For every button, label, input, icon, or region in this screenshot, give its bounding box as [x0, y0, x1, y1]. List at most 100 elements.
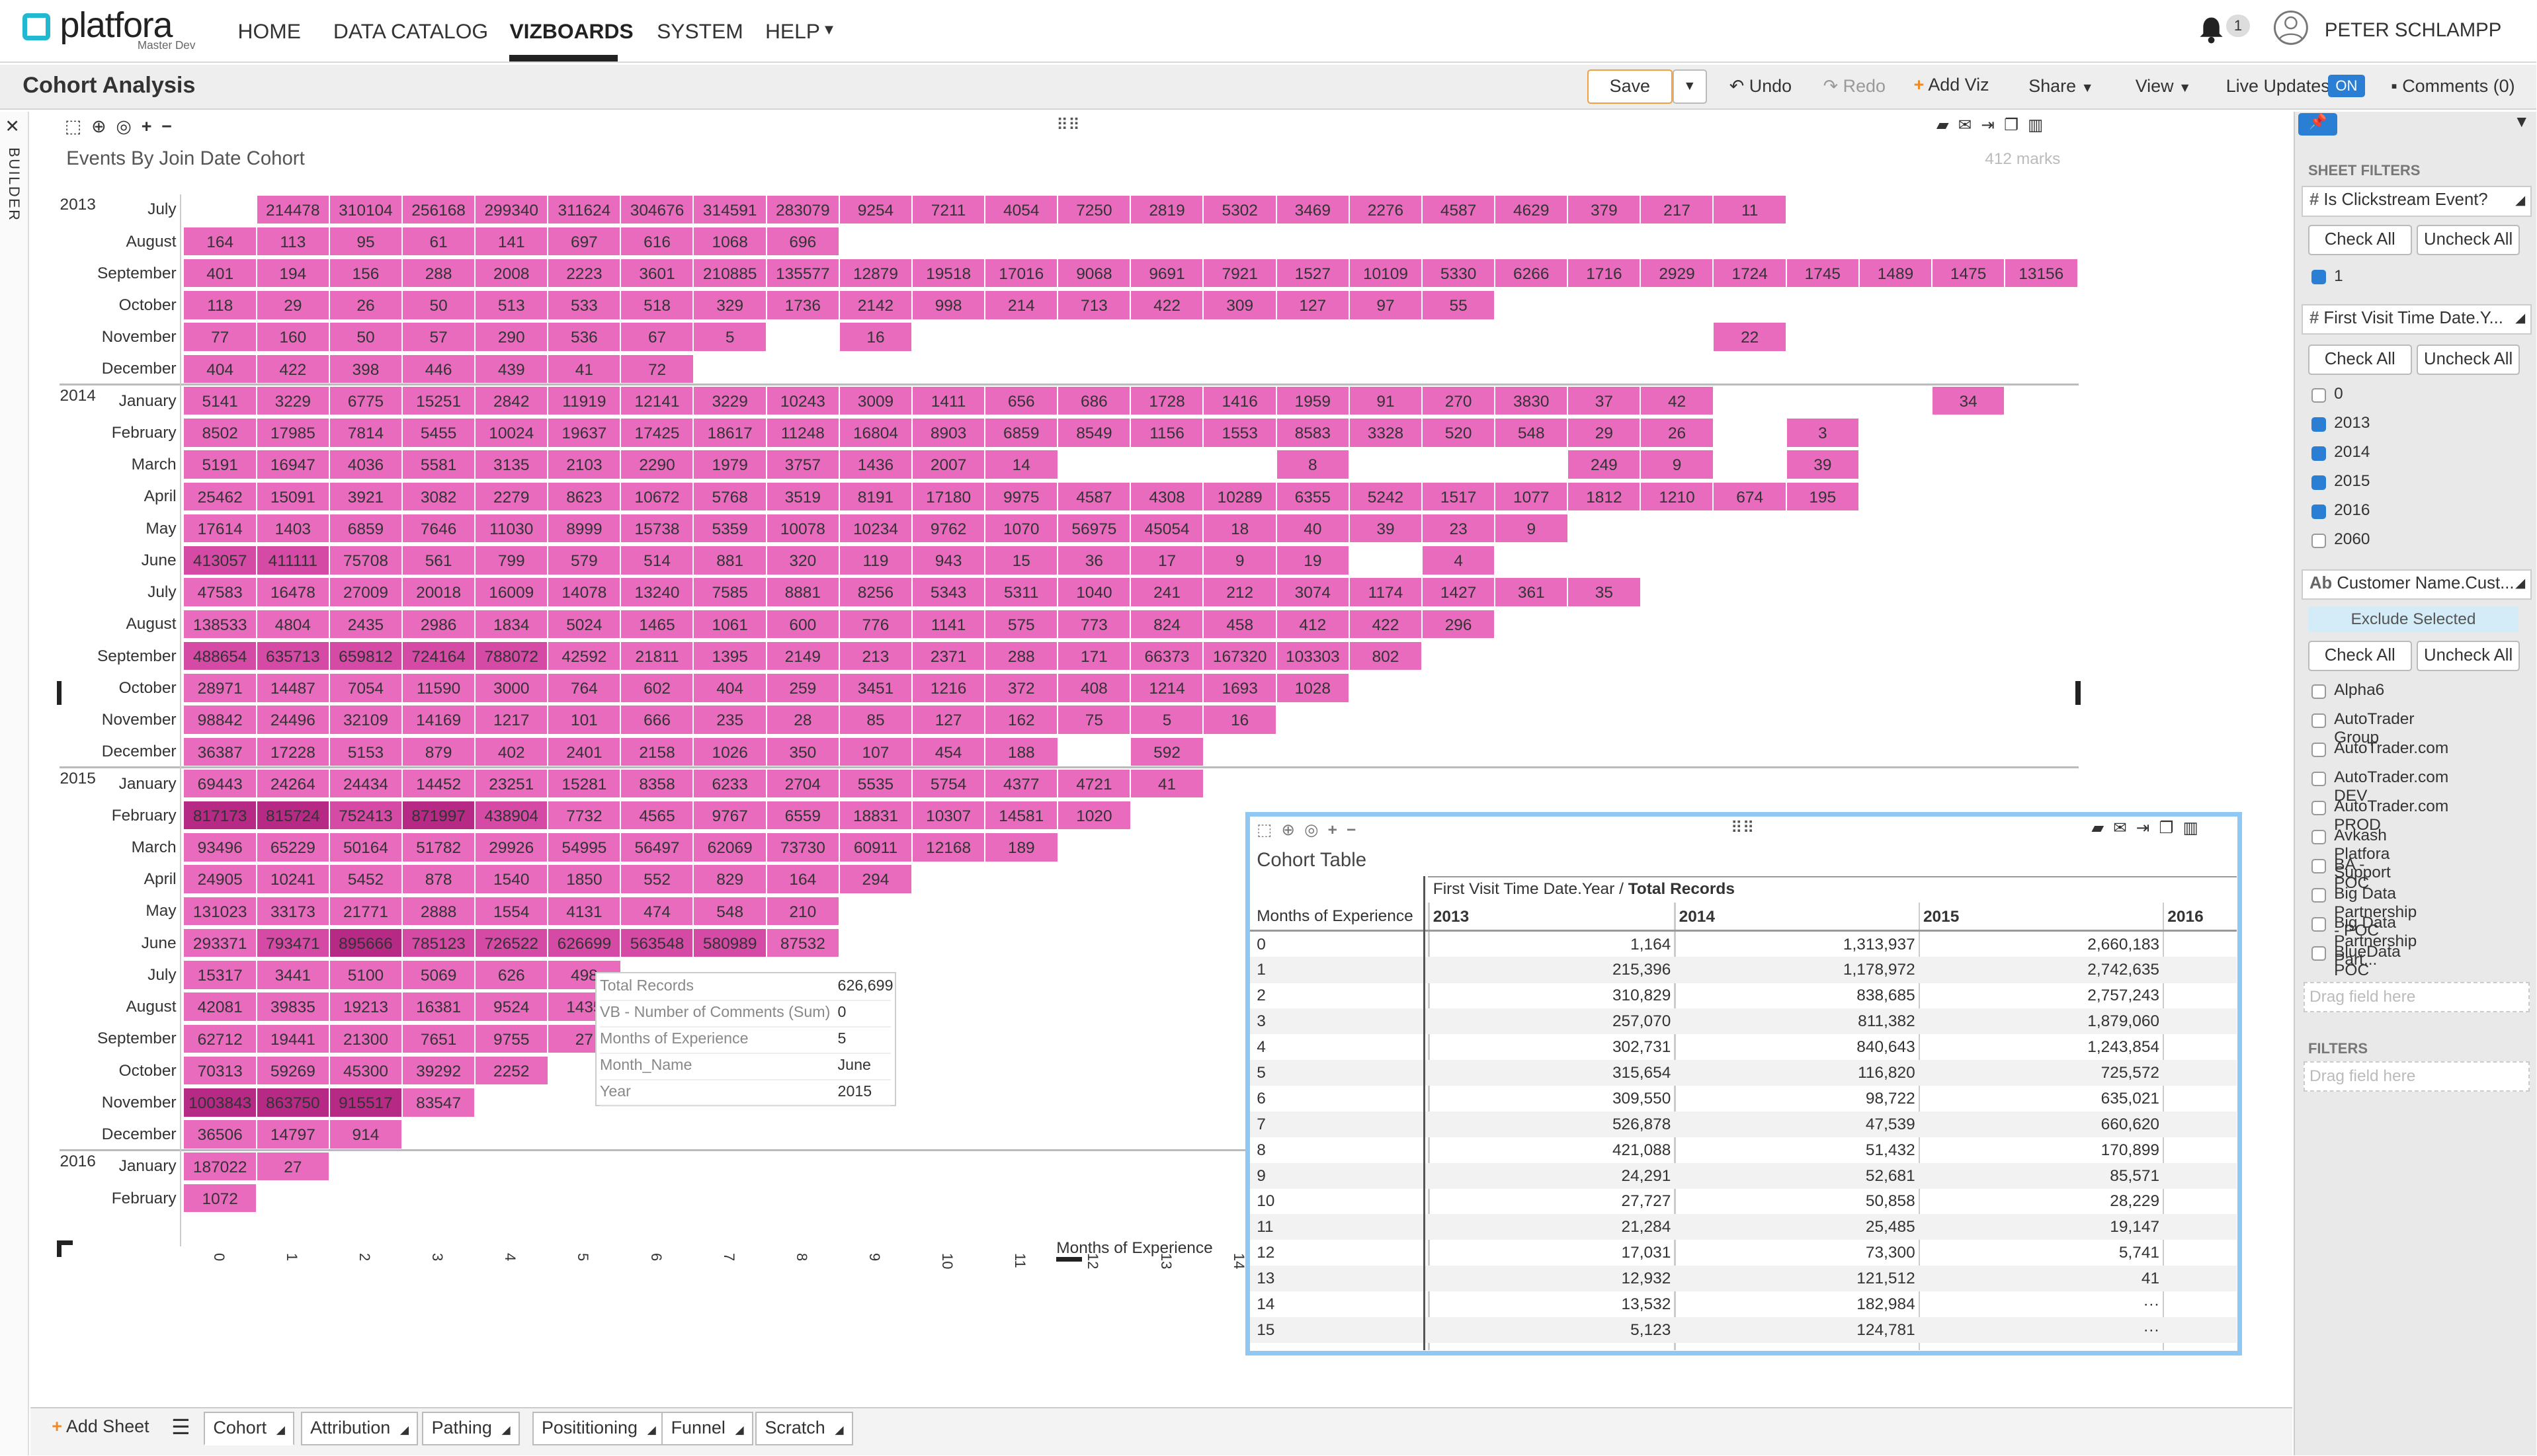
- heatmap-cell[interactable]: 1141: [911, 608, 986, 640]
- heatmap-cell[interactable]: 5191: [183, 449, 257, 480]
- heatmap-cell[interactable]: 8623: [547, 481, 622, 512]
- table-cell[interactable]: ···: [2143, 1320, 2160, 1339]
- heatmap-cell[interactable]: 548: [1493, 417, 1569, 448]
- heatmap-cell[interactable]: 2290: [620, 449, 694, 480]
- heatmap-cell[interactable]: 95: [328, 225, 403, 257]
- heatmap-cell[interactable]: 1070: [983, 512, 1059, 544]
- table-cell[interactable]: 2,660,183: [2087, 935, 2160, 953]
- heatmap-cell[interactable]: 17985: [255, 417, 331, 448]
- heatmap-cell[interactable]: 1489: [1858, 257, 1933, 289]
- tab-cohort[interactable]: Cohort ◢: [204, 1411, 295, 1446]
- heatmap-cell[interactable]: 9767: [692, 799, 767, 831]
- add-icon[interactable]: +: [141, 116, 152, 137]
- heatmap-cell[interactable]: 5452: [328, 864, 403, 895]
- heatmap-cell[interactable]: 19637: [547, 417, 622, 448]
- check-all-button[interactable]: Check All: [2308, 640, 2412, 672]
- trash-icon[interactable]: ▥: [2183, 819, 2198, 838]
- heatmap-cell[interactable]: 107: [838, 736, 913, 767]
- heatmap-cell[interactable]: 2252: [474, 1055, 549, 1086]
- checkbox[interactable]: [2311, 771, 2326, 786]
- heatmap-cell[interactable]: 1068: [692, 225, 767, 257]
- heatmap-cell[interactable]: 256168: [401, 194, 476, 225]
- nav-home[interactable]: HOME: [237, 19, 301, 44]
- heatmap-cell[interactable]: 881: [692, 545, 767, 576]
- heatmap-cell[interactable]: 2986: [401, 608, 476, 640]
- pin-icon[interactable]: 📌: [2298, 113, 2338, 136]
- checkbox[interactable]: [2311, 270, 2326, 285]
- sheet-menu-icon[interactable]: ☰: [171, 1414, 190, 1439]
- heatmap-cell[interactable]: 9524: [474, 991, 549, 1022]
- heatmap-cell[interactable]: 4804: [255, 608, 331, 640]
- heatmap-cell[interactable]: 2008: [474, 257, 549, 289]
- trash-icon[interactable]: ▥: [2028, 116, 2044, 134]
- heatmap-cell[interactable]: 1517: [1421, 481, 1496, 512]
- heatmap-cell[interactable]: 311624: [547, 194, 622, 225]
- heatmap-cell[interactable]: 3229: [255, 385, 331, 417]
- checkbox[interactable]: [2311, 446, 2326, 462]
- heatmap-cell[interactable]: 15091: [255, 481, 331, 512]
- heatmap-cell[interactable]: 67: [620, 321, 694, 352]
- heatmap-cell[interactable]: 6859: [328, 512, 403, 544]
- heatmap-cell[interactable]: 10243: [765, 385, 841, 417]
- heatmap-cell[interactable]: 15317: [183, 959, 257, 991]
- heatmap-cell[interactable]: 14487: [255, 672, 331, 704]
- heatmap-cell[interactable]: 13240: [620, 577, 694, 608]
- heatmap-cell[interactable]: 9: [1493, 512, 1569, 544]
- table-cell[interactable]: 310,829: [1612, 987, 1671, 1005]
- heatmap-cell[interactable]: 19213: [328, 991, 403, 1022]
- heatmap-cell[interactable]: 16009: [474, 577, 549, 608]
- heatmap-cell[interactable]: 23: [1421, 512, 1496, 544]
- heatmap-cell[interactable]: 2929: [1640, 257, 1714, 289]
- heatmap-cell[interactable]: 3469: [1275, 194, 1351, 225]
- heatmap-cell[interactable]: 34: [1931, 385, 2006, 417]
- heatmap-cell[interactable]: 474: [620, 895, 694, 927]
- heatmap-cell[interactable]: 119: [838, 545, 913, 576]
- heatmap-cell[interactable]: 118: [183, 290, 257, 321]
- checkbox[interactable]: [2311, 858, 2326, 873]
- heatmap-cell[interactable]: 23251: [474, 768, 549, 799]
- heatmap-cell[interactable]: 8549: [1057, 417, 1132, 448]
- heatmap-cell[interactable]: 1061: [692, 608, 767, 640]
- heatmap-cell[interactable]: 635713: [255, 640, 331, 672]
- heatmap-cell[interactable]: 998: [911, 290, 986, 321]
- heatmap-cell[interactable]: 54995: [547, 832, 622, 863]
- heatmap-cell[interactable]: 85: [838, 704, 913, 735]
- heatmap-cell[interactable]: 75708: [328, 545, 403, 576]
- heatmap-cell[interactable]: 2158: [620, 736, 694, 767]
- heatmap-cell[interactable]: 666: [620, 704, 694, 735]
- zoom-icon[interactable]: ⊕: [1281, 821, 1295, 839]
- table-cell[interactable]: 660,620: [2100, 1115, 2160, 1133]
- heatmap-cell[interactable]: 61: [401, 225, 476, 257]
- heatmap-cell[interactable]: 4587: [1421, 194, 1496, 225]
- heatmap-cell[interactable]: 5302: [1202, 194, 1277, 225]
- resize-handle-corner[interactable]: [56, 1240, 73, 1246]
- heatmap-cell[interactable]: 439: [474, 353, 549, 385]
- heatmap-cell[interactable]: 28971: [183, 672, 257, 704]
- heatmap-cell[interactable]: 726522: [474, 927, 549, 959]
- heatmap-cell[interactable]: 131023: [183, 895, 257, 927]
- heatmap-cell[interactable]: 626: [474, 959, 549, 991]
- tools-icon[interactable]: ✕: [5, 116, 20, 137]
- heatmap-cell[interactable]: 127: [911, 704, 986, 735]
- heatmap-cell[interactable]: 915517: [328, 1087, 403, 1118]
- heatmap-cell[interactable]: 62712: [183, 1023, 257, 1055]
- heatmap-cell[interactable]: 3082: [401, 481, 476, 512]
- heatmap-cell[interactable]: 15: [983, 545, 1059, 576]
- heatmap-cell[interactable]: 7585: [692, 577, 767, 608]
- undo-button[interactable]: ↶ Undo: [1729, 76, 1792, 97]
- heatmap-cell[interactable]: 19518: [911, 257, 986, 289]
- table-cell[interactable]: 41: [2141, 1270, 2160, 1288]
- heatmap-cell[interactable]: 16478: [255, 577, 331, 608]
- heatmap-cell[interactable]: 210: [765, 895, 841, 927]
- heatmap-cell[interactable]: 33173: [255, 895, 331, 927]
- heatmap-cell[interactable]: 299340: [474, 194, 549, 225]
- heatmap-cell[interactable]: 50: [328, 321, 403, 352]
- tab-menu-icon[interactable]: ◢: [501, 1424, 511, 1437]
- table-cell[interactable]: 85,571: [2110, 1166, 2160, 1185]
- heatmap-cell[interactable]: 10289: [1202, 481, 1277, 512]
- heatmap-cell[interactable]: 14581: [983, 799, 1059, 831]
- heatmap-cell[interactable]: 41: [1130, 768, 1204, 799]
- checkbox[interactable]: [2311, 887, 2326, 903]
- heatmap-cell[interactable]: 16: [1202, 704, 1277, 735]
- heatmap-cell[interactable]: 5311: [983, 577, 1059, 608]
